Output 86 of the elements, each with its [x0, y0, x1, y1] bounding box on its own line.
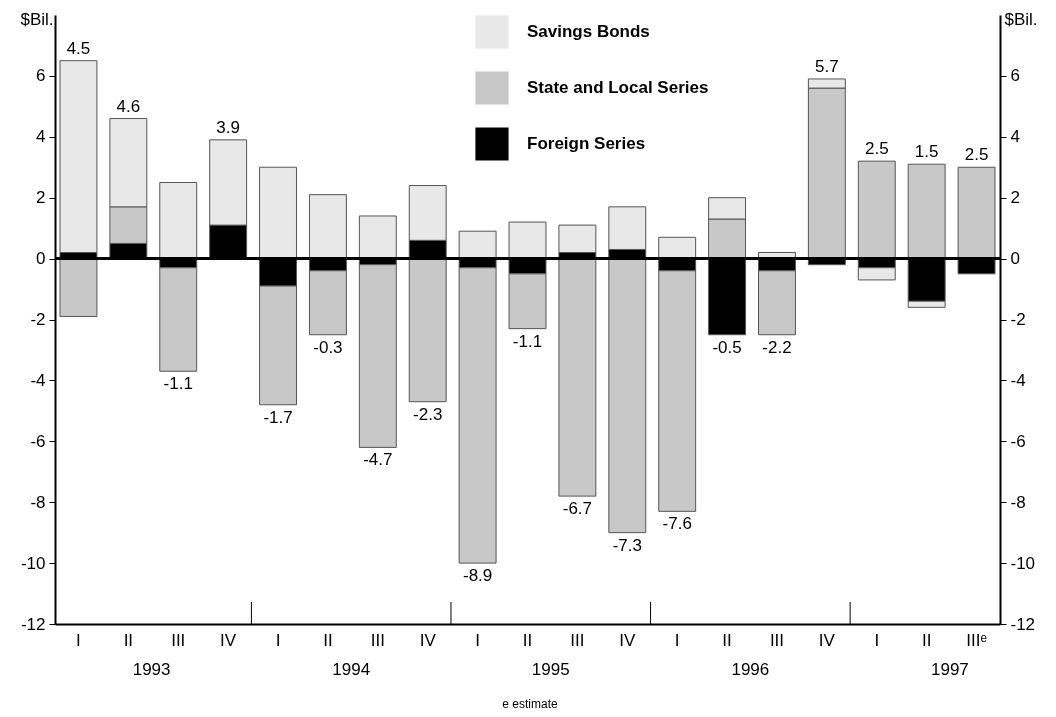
total-label: 2.5	[964, 145, 989, 165]
y-tick-label: -6	[30, 431, 46, 451]
total-label: -2.3	[413, 404, 443, 424]
y-axis-title: $Bil.	[20, 9, 54, 29]
text: 1997	[931, 660, 969, 679]
bar	[907, 163, 946, 260]
x-tick-label: IV	[619, 630, 636, 650]
y-tick-label: -12	[20, 614, 46, 634]
y-tick-label: 0	[36, 249, 46, 269]
bar	[159, 181, 198, 260]
y-tick-label: -2	[30, 310, 46, 329]
legend-label: Savings Bonds	[527, 22, 650, 41]
total-label: 4.5	[66, 38, 91, 58]
total-label: -4.7	[363, 450, 393, 470]
total-label: -6.7	[562, 499, 593, 519]
y-tick-label: -10	[20, 553, 46, 573]
x-tick-label: II	[921, 630, 932, 650]
text: 1993	[132, 660, 171, 679]
x-tick-label: I	[76, 630, 81, 650]
x-tick-label: II	[323, 630, 333, 650]
bar	[358, 215, 397, 260]
total-label: -7.3	[612, 535, 642, 555]
x-tick-label: III	[171, 630, 186, 650]
x-tick-label: I	[475, 630, 480, 650]
x-tick-label: IV	[818, 630, 836, 650]
y2-tick-label: -4	[1010, 370, 1026, 390]
total-label: 1.5	[914, 142, 939, 162]
total-label: -2.2	[762, 337, 792, 357]
total-label: -8.9	[462, 566, 493, 586]
x-tick-label: IV	[419, 630, 437, 650]
y2-tick-label: -12	[1010, 614, 1036, 634]
y2-tick-label: 4	[1010, 127, 1020, 147]
text: 1994	[332, 660, 371, 679]
total-label: 5.7	[815, 56, 839, 76]
y-tick-label: -8	[30, 492, 46, 512]
total-label: 4.6	[116, 96, 141, 116]
y-tick-label: 2	[36, 188, 46, 208]
text: 1995	[531, 660, 570, 679]
y2-tick-label: 6	[1010, 66, 1020, 86]
total-label: 2.5	[864, 139, 889, 159]
x-tick-label: III	[769, 630, 785, 650]
bar	[857, 160, 896, 260]
legend-label: Foreign Series	[527, 134, 646, 153]
x-tick-label: I	[674, 630, 680, 650]
text: 1996	[731, 660, 770, 679]
total-label: -1.1	[163, 374, 193, 394]
total-label: -7.6	[662, 514, 692, 534]
bar	[608, 258, 647, 534]
bar	[308, 194, 347, 260]
y2-tick-label: -2	[1010, 310, 1026, 329]
bar	[458, 230, 497, 260]
x-tick-label: III	[370, 630, 385, 650]
y-tick-label: 6	[36, 66, 46, 86]
y2-tick-label: 2	[1010, 188, 1020, 208]
bar	[508, 221, 547, 260]
x-tick-label: III	[570, 630, 585, 650]
bar	[59, 258, 98, 317]
bar	[558, 258, 597, 497]
x-tick-label: I	[275, 630, 281, 650]
y2-tick-label: -10	[1010, 553, 1036, 573]
bar	[957, 166, 996, 260]
x-tick-label: II	[123, 630, 134, 650]
y-tick-label: 4	[36, 127, 46, 147]
total-label: 3.9	[216, 117, 240, 137]
total-label: -1.1	[512, 331, 543, 351]
total-label: -0.3	[313, 337, 343, 357]
bar	[259, 166, 297, 260]
bar	[408, 258, 447, 403]
legend-label: State and Local Series	[527, 78, 709, 97]
y-tick-label: -4	[30, 370, 46, 390]
y2-tick-label: -6	[1010, 431, 1026, 451]
text: e estimate	[502, 697, 559, 711]
y2-axis-title: $Bil.	[1004, 9, 1038, 29]
y2-tick-label: 0	[1010, 249, 1020, 269]
bar	[558, 224, 597, 254]
x-tick-label: I	[874, 630, 880, 650]
x-tick-label: IIIᵉ	[966, 630, 987, 650]
bar	[59, 60, 98, 254]
total-label: -0.5	[712, 337, 742, 357]
total-label: -1.7	[263, 407, 293, 427]
bar	[358, 264, 397, 448]
y2-tick-label: -8	[1010, 492, 1026, 512]
bar	[658, 236, 697, 260]
x-tick-label: II	[522, 630, 533, 650]
x-tick-label: II	[722, 630, 732, 650]
x-tick-label: IV	[220, 630, 237, 650]
